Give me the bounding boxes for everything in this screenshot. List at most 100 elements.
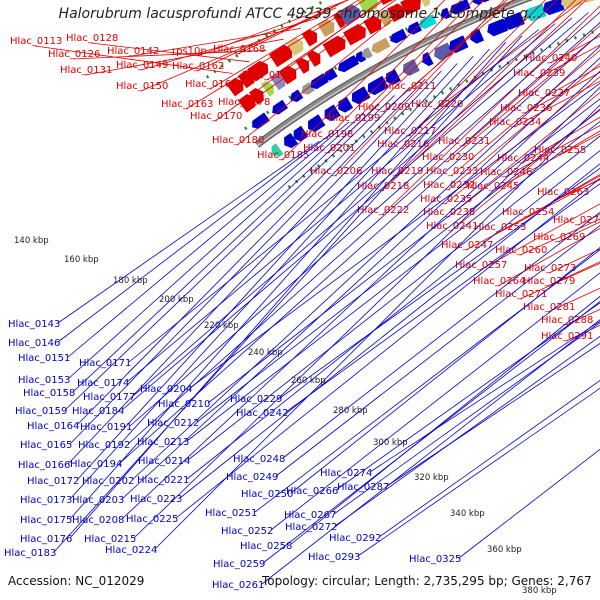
reverse-leader-line <box>69 55 474 500</box>
forward-gene-7-9 <box>363 15 382 35</box>
reverse-gene-13-13 <box>440 7 451 19</box>
forward-leader-line <box>401 0 558 150</box>
reverse-leader-line <box>369 320 600 473</box>
forward-leader-line <box>236 0 418 146</box>
reverse-leader-line <box>333 322 600 515</box>
forward-leader-line <box>408 0 508 92</box>
reverse-leader-line <box>187 135 600 461</box>
forward-gene-7-7 <box>322 35 346 58</box>
forward-gene-label: Hlac_0170 <box>190 111 242 122</box>
forward-gene-7-8 <box>343 24 366 46</box>
reverse-gene-47-4 <box>324 104 341 122</box>
reverse-gene-13-16 <box>479 0 491 3</box>
reverse-leader-line <box>57 140 320 324</box>
forward-leader-line <box>447 62 600 191</box>
reverse-gene-13-14 <box>449 0 471 15</box>
forward-gene-label: Hlac_0233 <box>426 166 478 177</box>
reverse-leader-line <box>69 48 490 520</box>
forward-leader-line <box>408 0 546 137</box>
forward-gene-label: Hlac_0149 <box>116 60 168 71</box>
reverse-gene-label: Hlac_0175 <box>20 515 72 526</box>
reverse-gene-label: Hlac_0292 <box>329 533 381 544</box>
reverse-gene-label: Hlac_0208 <box>72 515 124 526</box>
forward-gene-label: Hlac_0209 <box>358 102 410 113</box>
forward-gene-31-3 <box>269 44 293 68</box>
forward-gene-label: Hlac_0131 <box>60 65 112 76</box>
reverse-leader-line <box>76 86 411 426</box>
forward-leader-line <box>266 0 386 81</box>
forward-gene-7-3 <box>270 73 286 91</box>
reverse-gene-13-9 <box>371 37 391 54</box>
forward-leader-line <box>381 5 600 216</box>
forward-gene-label: Hlac_0253 <box>474 222 526 233</box>
forward-gene-label: Hlac_0254 <box>502 207 554 218</box>
reverse-gene-47-18 <box>560 0 583 9</box>
reverse-gene-label: Hlac_0203 <box>72 495 124 506</box>
reverse-gene-label: Hlac_0287 <box>337 482 389 493</box>
forward-leader-line <box>325 0 462 140</box>
forward-gene-7-12 <box>400 0 421 16</box>
reverse-gene-label: Hlac_0174 <box>77 378 129 389</box>
reverse-gene-13-5 <box>323 67 338 81</box>
forward-gene-label: Hlac_0273 <box>524 263 576 274</box>
forward-gene-label: rps10p <box>172 46 207 57</box>
forward-leader-line <box>381 0 587 192</box>
forward-leader-line <box>281 0 446 161</box>
reverse-gene-13-8 <box>361 47 373 59</box>
forward-gene-label: Hlac_0247 <box>441 240 493 251</box>
forward-gene-31-5 <box>301 29 318 47</box>
forward-gene-7-10 <box>377 10 392 27</box>
scale-tick-label: 240 kbp <box>248 348 283 358</box>
reverse-leader-line <box>57 131 335 343</box>
reverse-leader-line <box>69 41 507 539</box>
forward-leader-line <box>450 108 600 232</box>
reverse-leader-line <box>179 163 600 499</box>
forward-gene-label: Hlac_0216 <box>377 139 429 150</box>
forward-gene-label: Hlac_0126 <box>48 49 100 60</box>
reverse-leader-line <box>270 272 600 531</box>
reverse-leader-line <box>67 121 350 358</box>
scale-tick-label: 360 kbp <box>487 545 522 555</box>
forward-gene-label: Hlac_0142 <box>107 46 159 57</box>
scale-tick-label: 320 kbp <box>414 473 449 483</box>
reverse-leader-line <box>126 23 556 383</box>
forward-gene-label: Hlac_0279 <box>523 276 575 287</box>
reverse-leader-line <box>357 387 600 557</box>
reverse-leader-line <box>121 70 600 520</box>
forward-gene-label: Hlac_0185 <box>257 150 309 161</box>
scale-tick-label: 180 kbp <box>113 276 148 286</box>
reverse-leader-line <box>127 22 600 445</box>
reverse-gene-label: Hlac_0166 <box>18 460 70 471</box>
forward-gene-label: Hlac_0239 <box>513 68 565 79</box>
forward-gene-label: Hlac_0220 <box>411 99 463 110</box>
scale-tick-label: 380 kbp <box>522 586 557 596</box>
reverse-gene-47-6 <box>351 86 371 105</box>
forward-gene-label: Hlac_0271 <box>495 289 547 300</box>
forward-gene-31-2 <box>247 60 269 82</box>
forward-leader-line <box>131 28 301 57</box>
reverse-gene-label: Hlac_0252 <box>221 526 273 537</box>
forward-gene-label: Hlac_0218 <box>357 181 409 192</box>
forward-gene-label: Hlac_0270 <box>553 215 600 226</box>
forward-leader-line <box>497 227 600 287</box>
forward-gene-label: Hlac_0230 <box>422 152 474 163</box>
forward-gene-label: Hlac_0257 <box>455 260 507 271</box>
forward-gene-label: Hlac_0291 <box>541 331 593 342</box>
reverse-gene-13-12 <box>418 14 437 29</box>
reverse-gene-label: Hlac_0146 <box>8 338 60 349</box>
forward-leader-line <box>465 178 600 251</box>
forward-gene-label: Hlac_0179 <box>242 70 294 81</box>
reverse-gene-13-4 <box>310 73 329 90</box>
forward-gene-label: Hlac_0255 <box>534 145 586 156</box>
reverse-gene-label: Hlac_0325 <box>409 554 461 565</box>
forward-gene-label: Hlac_0260 <box>495 245 547 256</box>
forward-leader-line <box>447 92 600 218</box>
reverse-gene-47-0 <box>271 143 284 158</box>
forward-gene-label: Hlac_0162 <box>172 61 224 72</box>
reverse-leader-line <box>69 78 426 445</box>
reverse-gene-label: Hlac_0212 <box>147 418 199 429</box>
reverse-gene-label: Hlac_0173 <box>20 495 72 506</box>
reverse-leader-line <box>335 302 600 491</box>
reverse-leader-line <box>175 177 600 519</box>
